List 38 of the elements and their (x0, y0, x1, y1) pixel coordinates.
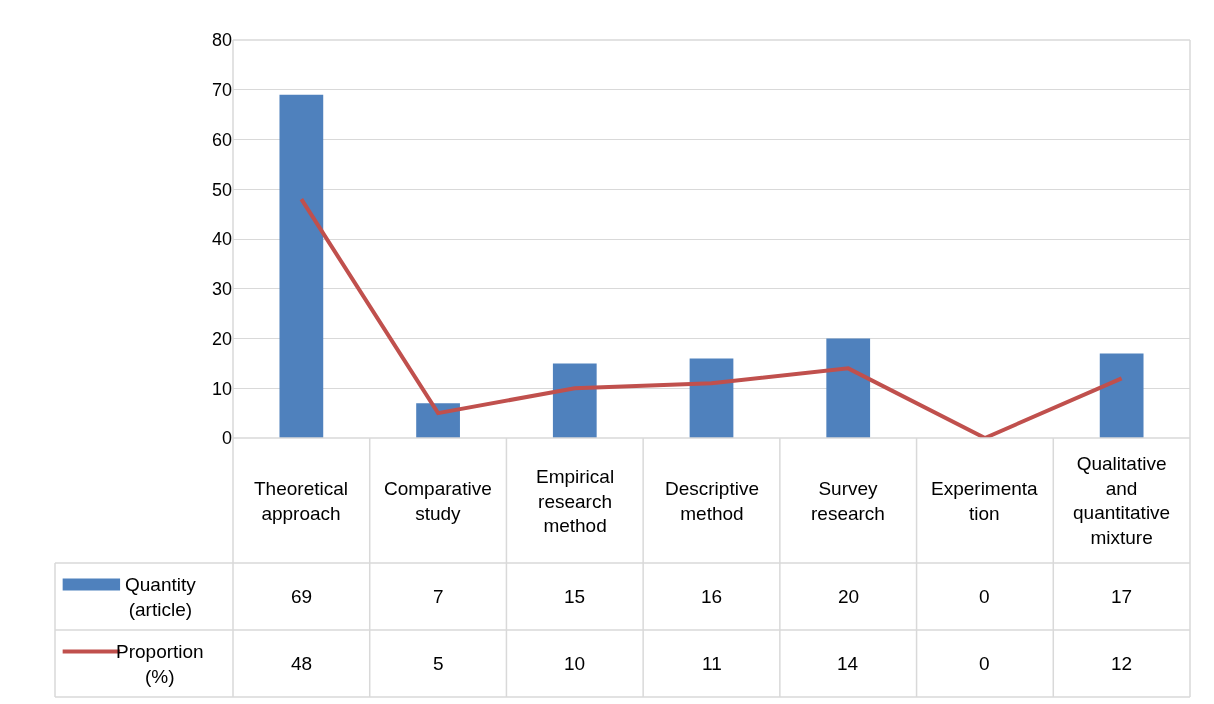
data-label: 15 (564, 586, 586, 607)
data-label: 17 (1111, 586, 1133, 607)
x-tick-label: Comparative study (384, 478, 492, 524)
x-tick-label: Theoretical approach (254, 478, 348, 524)
data-label: 11 (702, 653, 722, 674)
data-label: 7 (433, 586, 444, 607)
y-tick-label: 0 (221, 428, 232, 449)
data-label: 69 (291, 586, 313, 607)
line-series (299, 197, 1124, 438)
y-tick-label: 10 (211, 378, 232, 399)
y-tick-label: 80 (211, 30, 232, 51)
x-tick-label: Qualitative and quantitative mixture (1073, 453, 1171, 549)
y-tick-label: 70 (211, 80, 232, 101)
data-label: 5 (433, 653, 444, 674)
bar (826, 338, 871, 438)
bar (552, 363, 597, 438)
y-tick-label: 40 (211, 229, 232, 250)
y-tick-label: 20 (211, 328, 232, 349)
x-tick-label: Empirical research method (536, 466, 615, 537)
legend-label: Quantity (article) (125, 574, 197, 620)
bar (279, 94, 324, 438)
data-label: 20 (838, 586, 860, 607)
y-tick-label: 50 (211, 179, 232, 200)
y-tick-label: 60 (211, 129, 232, 150)
y-tick-label: 30 (211, 279, 232, 300)
x-tick-label: Survey research (811, 478, 885, 524)
data-label: 0 (979, 586, 990, 607)
data-label: 12 (1111, 653, 1133, 674)
data-label: 16 (701, 586, 723, 607)
x-tick-label: Experimentation (931, 478, 1039, 524)
data-label: 14 (837, 653, 859, 674)
data-label: 48 (291, 653, 313, 674)
bar (689, 358, 734, 438)
data-label: 0 (979, 653, 990, 674)
x-tick-label: Descriptive method (665, 478, 759, 524)
legend-label: Proportion (%) (116, 641, 204, 687)
bar (1099, 353, 1144, 438)
data-label: 10 (564, 653, 586, 674)
